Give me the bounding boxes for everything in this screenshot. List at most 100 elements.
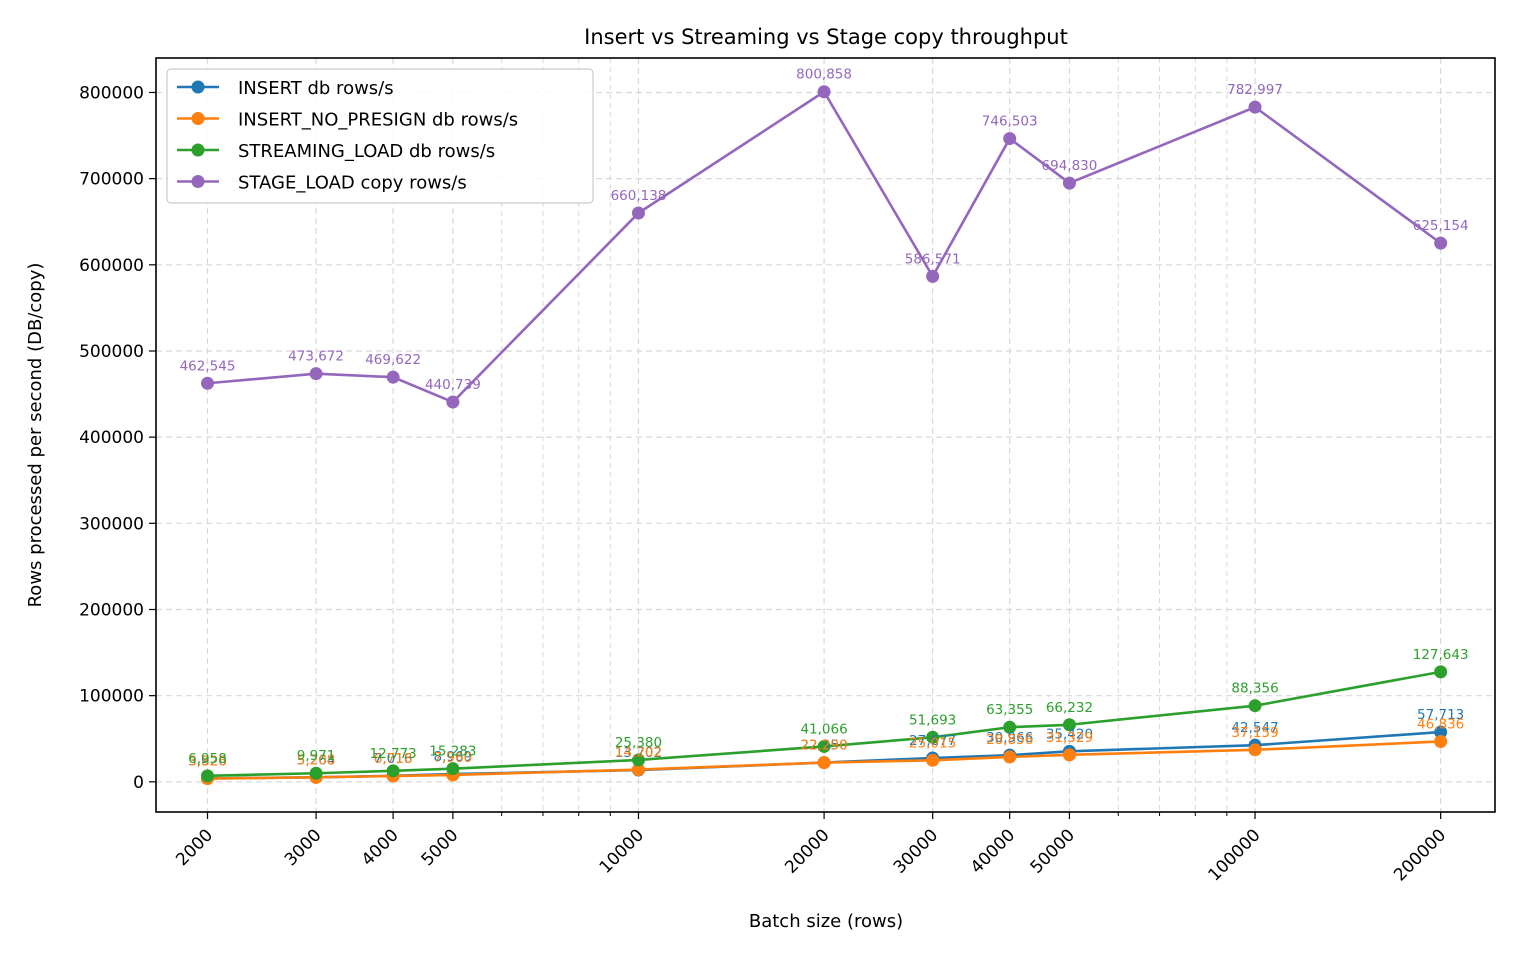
data-label: 746,503 xyxy=(982,114,1038,130)
y-axis-label: Rows processed per second (DB/copy) xyxy=(25,263,46,608)
y-tick-label: 800000 xyxy=(79,83,144,103)
data-point xyxy=(817,739,831,753)
legend-marker xyxy=(191,175,205,188)
series-3 xyxy=(201,85,1448,409)
y-tick-label: 200000 xyxy=(79,600,144,620)
legend-label: STREAMING_LOAD db rows/s xyxy=(238,141,495,162)
chart-title: Insert vs Streaming vs Stage copy throug… xyxy=(584,25,1068,49)
data-point xyxy=(1434,236,1448,250)
data-point xyxy=(1434,734,1448,748)
data-label: 127,643 xyxy=(1413,647,1469,663)
y-tick-label: 100000 xyxy=(79,687,144,707)
legend-label: INSERT_NO_PRESIGN db rows/s xyxy=(238,110,518,131)
legend-box xyxy=(166,68,594,204)
data-point xyxy=(926,753,940,767)
legend-marker xyxy=(191,112,205,125)
legend: INSERT db rows/s INSERT_NO_PRESIGN db row… xyxy=(166,68,594,204)
data-label: 25,380 xyxy=(615,735,662,751)
legend-marker xyxy=(191,143,205,157)
data-label: 46,836 xyxy=(1417,716,1464,732)
data-label: 8,969 xyxy=(434,749,473,765)
data-label: 42,547 xyxy=(1231,720,1278,736)
data-label: 440,739 xyxy=(425,377,481,393)
y-tick-label: 600000 xyxy=(79,256,144,276)
data-label: 5,208 xyxy=(297,752,336,768)
series-layer xyxy=(201,85,1448,786)
data-point xyxy=(309,367,323,381)
y-tick-label: 500000 xyxy=(79,342,144,362)
data-label: 7,016 xyxy=(374,751,413,767)
legend-label: STAGE_LOAD copy rows/s xyxy=(238,173,467,194)
data-label: 462,545 xyxy=(180,358,236,374)
data-point xyxy=(1003,750,1017,764)
data-label: 800,858 xyxy=(796,67,852,83)
data-label: 63,355 xyxy=(986,702,1033,718)
data-point xyxy=(1248,100,1262,114)
data-point xyxy=(631,753,645,767)
data-point xyxy=(1062,718,1076,732)
grid xyxy=(156,58,1495,812)
legend-item: STAGE_LOAD copy rows/s xyxy=(177,173,467,194)
data-label: 473,672 xyxy=(288,349,344,365)
y-tick-label: 700000 xyxy=(79,170,144,190)
data-point xyxy=(1434,725,1448,739)
data-label: 586,571 xyxy=(905,251,961,267)
data-point xyxy=(926,269,940,283)
data-point xyxy=(1248,743,1262,757)
data-point xyxy=(631,763,645,777)
data-label: 9,971 xyxy=(297,748,336,764)
data-point xyxy=(446,395,460,409)
data-label: 57,713 xyxy=(1417,707,1464,723)
data-label: 66,232 xyxy=(1046,700,1093,716)
data-point xyxy=(386,370,400,384)
x-axis-label: Batch size (rows) xyxy=(749,911,903,932)
data-label: 51,693 xyxy=(909,712,956,728)
data-point xyxy=(631,206,645,220)
data-label: 22,290 xyxy=(800,738,847,754)
data-label: 88,356 xyxy=(1231,681,1278,697)
data-label: 31,329 xyxy=(1046,730,1093,746)
data-point xyxy=(1248,699,1262,713)
data-label: 13,702 xyxy=(615,745,662,761)
data-point xyxy=(1062,748,1076,762)
y-axis: 0 100000 200000 300000 400000 500000 600000 700… xyxy=(79,83,156,793)
data-point xyxy=(1003,720,1017,734)
data-label: 27,677 xyxy=(909,733,956,749)
legend-label: INSERT db rows/s xyxy=(238,78,394,99)
legend-item: INSERT_NO_PRESIGN db rows/s xyxy=(177,110,518,131)
data-label: 694,830 xyxy=(1042,158,1098,174)
legend-item: STREAMING_LOAD db rows/s xyxy=(177,141,495,162)
data-label: 782,997 xyxy=(1227,82,1283,98)
data-label: 3,920 xyxy=(188,753,227,769)
data-point xyxy=(446,762,460,776)
data-label: 15,283 xyxy=(429,744,476,760)
data-point xyxy=(1003,132,1017,146)
data-label: 28,856 xyxy=(986,732,1033,748)
y-tick-label: 300000 xyxy=(79,514,144,534)
data-point xyxy=(201,769,215,783)
data-label: 625,154 xyxy=(1413,218,1469,234)
data-label: 469,622 xyxy=(365,352,421,368)
data-label: 3,826 xyxy=(188,754,227,770)
data-point xyxy=(201,376,215,390)
data-point xyxy=(817,85,831,99)
data-label: 5,264 xyxy=(297,752,336,768)
data-label: 22,350 xyxy=(800,738,847,754)
data-label: 660,138 xyxy=(611,188,667,204)
data-label: 12,773 xyxy=(369,746,416,762)
data-labels-layer: 3,920 5,264 7,016 8,969 13,702 22,350 27,677 30… xyxy=(180,67,1469,770)
data-point xyxy=(817,756,831,770)
series-2 xyxy=(201,665,1448,783)
data-point xyxy=(926,730,940,744)
data-point xyxy=(1434,665,1448,679)
data-label: 6,958 xyxy=(188,751,227,767)
data-label: 41,066 xyxy=(800,721,847,737)
data-label: 6,718 xyxy=(374,751,413,767)
data-label: 25,015 xyxy=(909,735,956,751)
data-point xyxy=(1062,176,1076,190)
data-point xyxy=(309,766,323,780)
legend-item: INSERT db rows/s xyxy=(177,78,394,99)
y-tick-label: 0 xyxy=(133,773,144,793)
plot-frame xyxy=(155,57,1496,813)
